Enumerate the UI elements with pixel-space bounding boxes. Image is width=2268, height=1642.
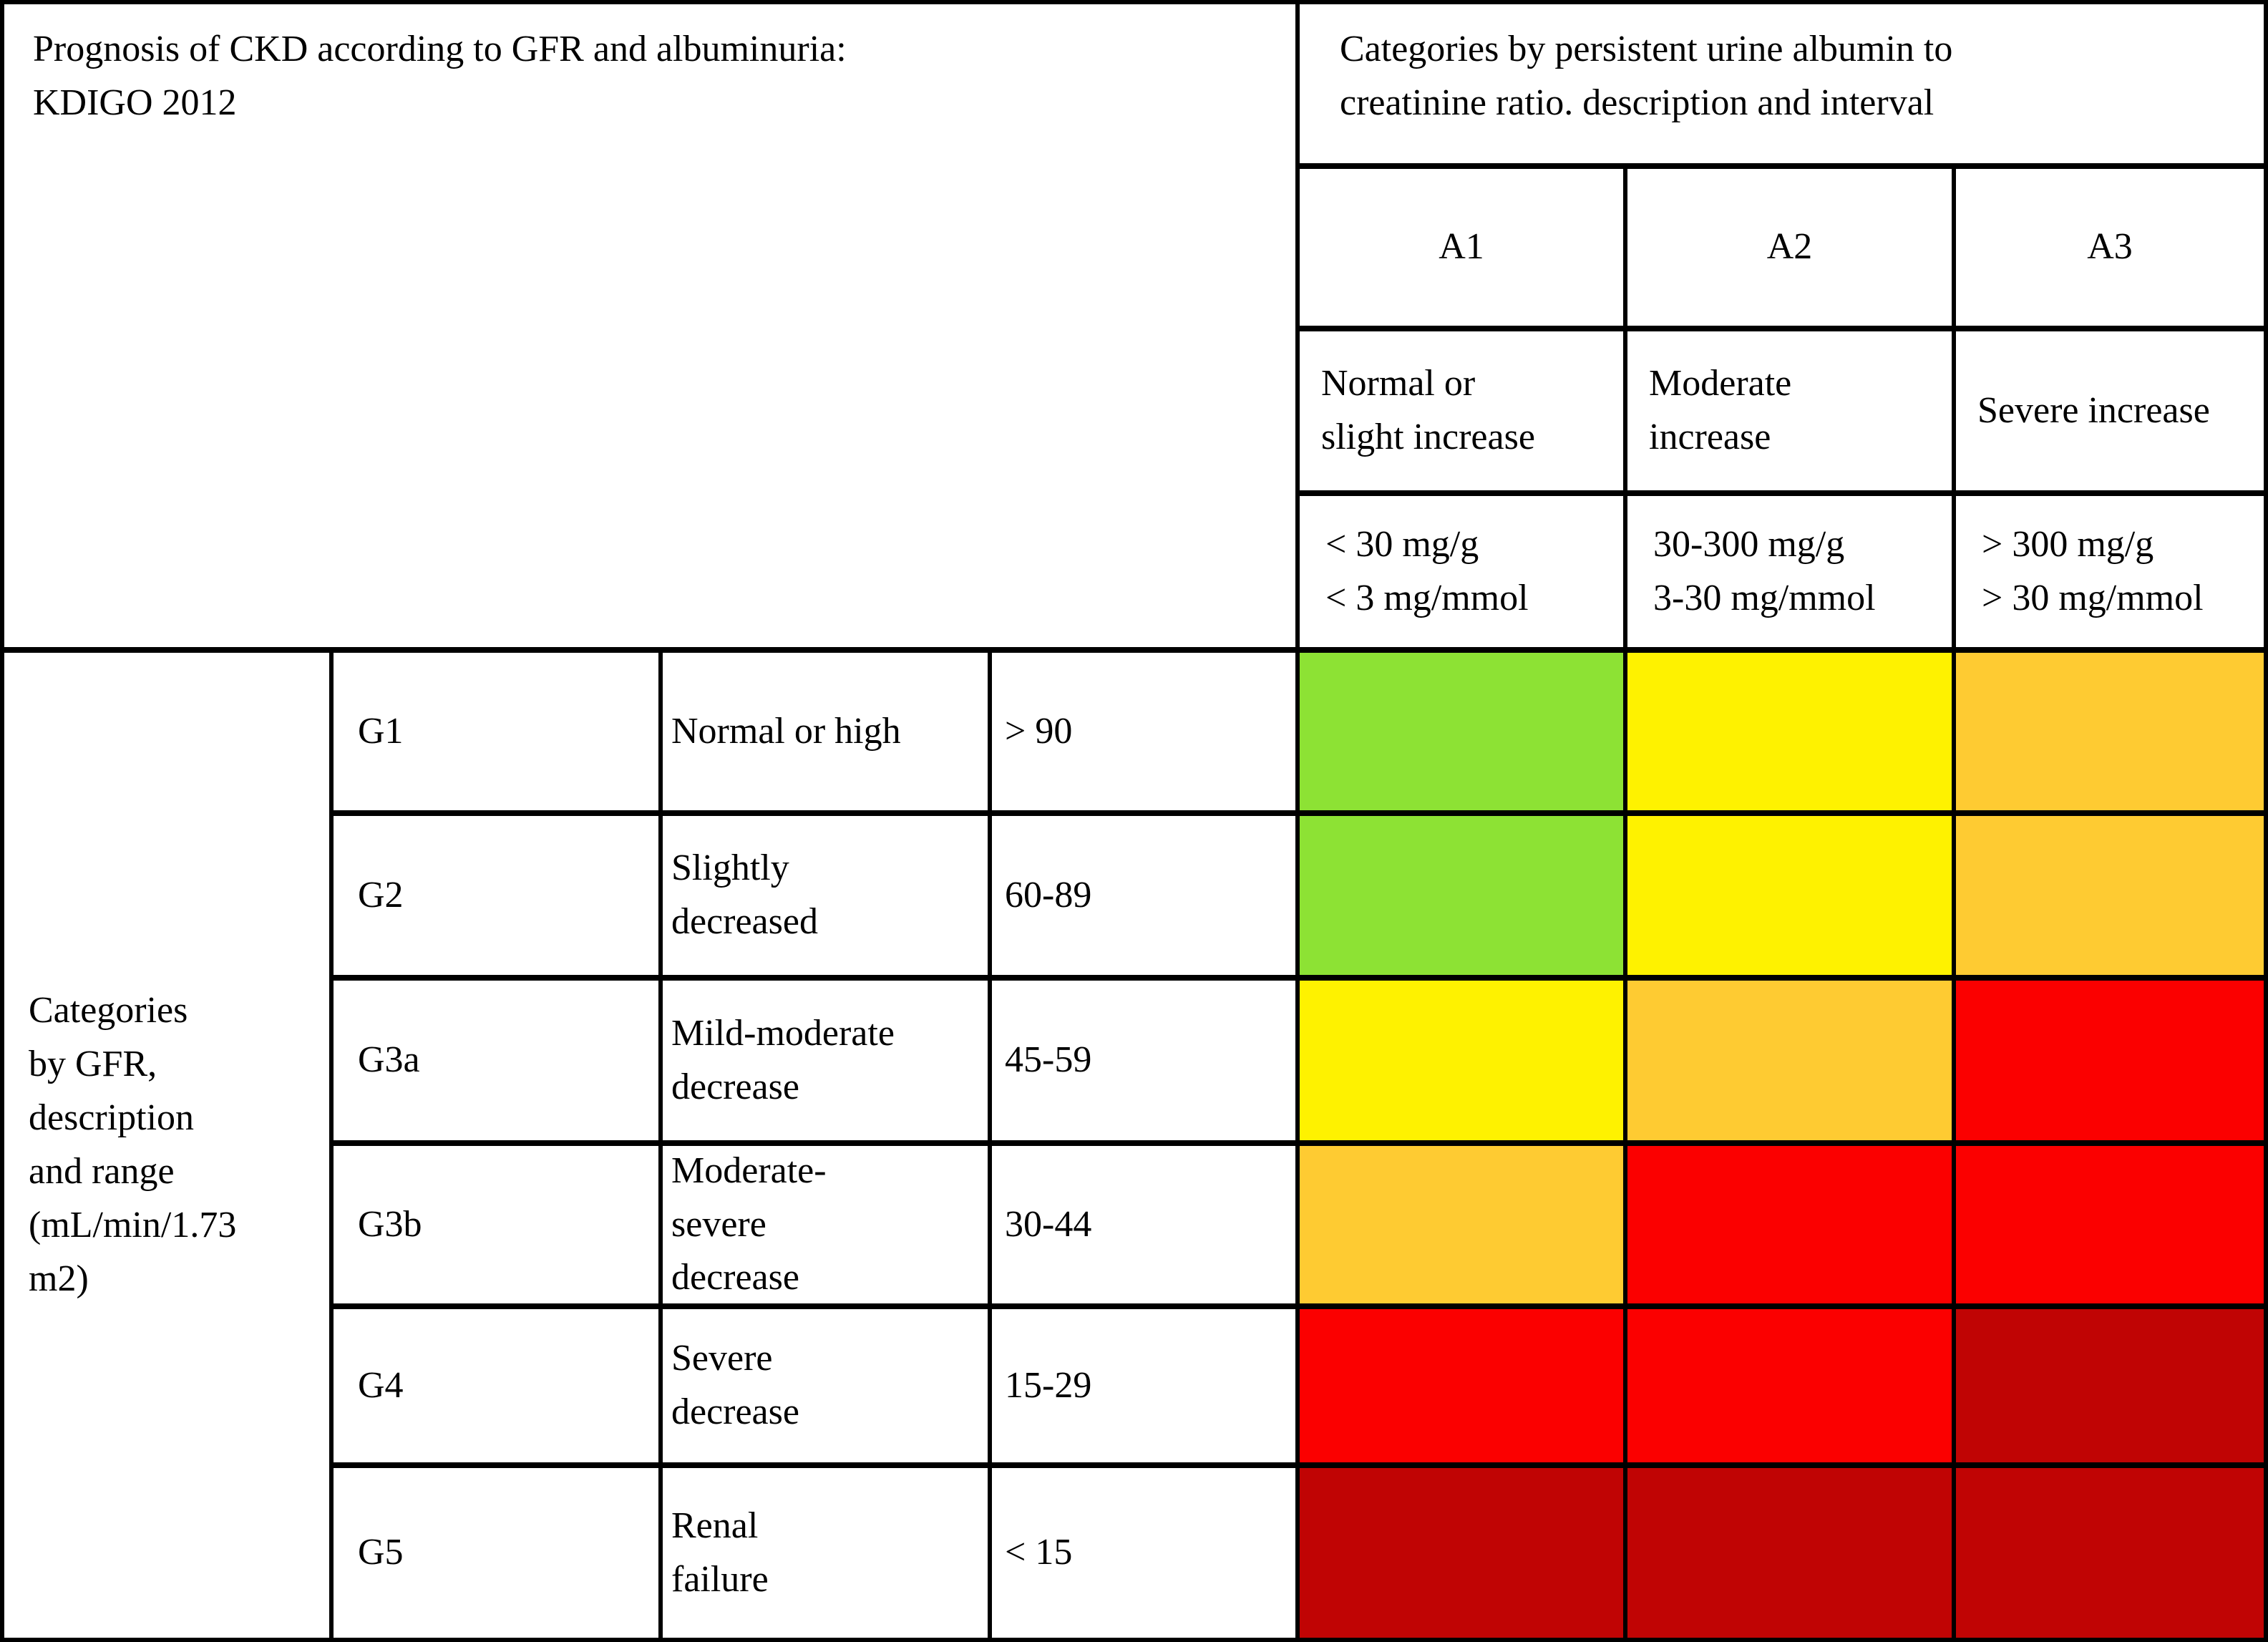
gfr-row-g2-range: 60-89 — [992, 816, 1295, 975]
albumin-category-a1-description: Normal or slight increase — [1300, 331, 1623, 490]
risk-cell-g1-a3 — [1956, 653, 2264, 810]
risk-cell-g1-a2 — [1627, 653, 1952, 810]
gfr-row-g2-description: Slightly decreased — [663, 816, 988, 975]
albumin-category-a3-code: A3 — [1956, 169, 2264, 326]
risk-cell-g3a-a2 — [1627, 981, 1952, 1140]
risk-cell-g2-a3 — [1956, 816, 2264, 975]
gfr-row-g4-code: G4 — [334, 1309, 658, 1462]
gfr-row-g1-description: Normal or high — [663, 653, 988, 810]
gfr-row-g3a-range: 45-59 — [992, 981, 1295, 1140]
albumin-category-a3-interval: > 300 mg/g > 30 mg/mmol — [1956, 496, 2264, 647]
risk-cell-g3b-a2 — [1627, 1146, 1952, 1303]
albumin-category-a2-code: A2 — [1627, 169, 1952, 326]
gfr-axis-header: Categories by GFR, description and range… — [4, 653, 329, 1638]
gfr-row-g3b-code: G3b — [334, 1146, 658, 1303]
risk-cell-g2-a2 — [1627, 816, 1952, 975]
gfr-row-g3a-description: Mild-moderate decrease — [663, 981, 988, 1140]
risk-cell-g2-a1 — [1300, 816, 1623, 975]
albumin-category-a3-description: Severe increase — [1956, 331, 2264, 490]
albumin-category-a2-interval: 30-300 mg/g 3-30 mg/mmol — [1627, 496, 1952, 647]
risk-cell-g4-a1 — [1300, 1309, 1623, 1462]
albumin-category-a2-description: Moderate increase — [1627, 331, 1952, 490]
risk-cell-g3a-a1 — [1300, 981, 1623, 1140]
albumin-axis-header: Categories by persistent urine albumin t… — [1300, 4, 2264, 163]
gfr-row-g4-range: 15-29 — [992, 1309, 1295, 1462]
risk-cell-g3b-a1 — [1300, 1146, 1623, 1303]
gfr-row-g3b-range: 30-44 — [992, 1146, 1295, 1303]
gfr-row-g4-description: Severe decrease — [663, 1309, 988, 1462]
gfr-row-g5-range: < 15 — [992, 1468, 1295, 1638]
risk-cell-g3a-a3 — [1956, 981, 2264, 1140]
albumin-category-a1-code: A1 — [1300, 169, 1623, 326]
gfr-row-g3b-description: Moderate- severe decrease — [663, 1146, 988, 1303]
albumin-category-a1-interval: < 30 mg/g < 3 mg/mmol — [1300, 496, 1623, 647]
risk-cell-g5-a1 — [1300, 1468, 1623, 1638]
risk-cell-g3b-a3 — [1956, 1146, 2264, 1303]
gfr-row-g5-description: Renal failure — [663, 1468, 988, 1638]
gfr-row-g1-code: G1 — [334, 653, 658, 810]
gfr-row-g5-code: G5 — [334, 1468, 658, 1638]
gfr-row-g3a-code: G3a — [334, 981, 658, 1140]
gfr-row-g1-range: > 90 — [992, 653, 1295, 810]
risk-cell-g5-a3 — [1956, 1468, 2264, 1638]
risk-cell-g5-a2 — [1627, 1468, 1952, 1638]
risk-cell-g1-a1 — [1300, 653, 1623, 810]
risk-cell-g4-a2 — [1627, 1309, 1952, 1462]
table-title: Prognosis of CKD according to GFR and al… — [4, 4, 1295, 647]
gfr-row-g2-code: G2 — [334, 816, 658, 975]
risk-cell-g4-a3 — [1956, 1309, 2264, 1462]
